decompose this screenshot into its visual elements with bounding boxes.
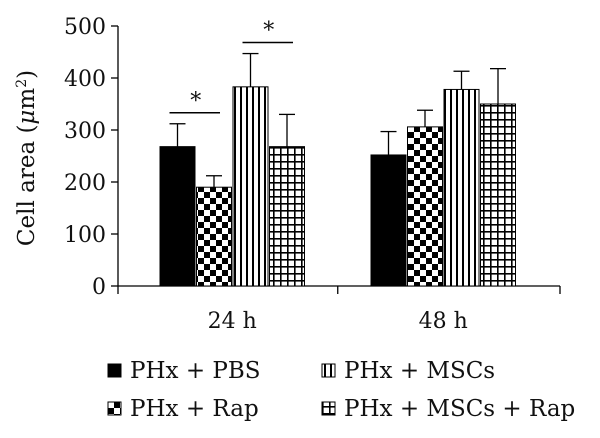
y-tick-label: 500 — [64, 15, 106, 40]
bar-phx-mscs-48h — [443, 88, 480, 287]
x-tick-label: 48 h — [419, 309, 468, 334]
bars — [159, 86, 516, 287]
significance-asterisk: * — [263, 19, 274, 44]
axes: 0 100 200 300 400 500 24 h 48 h — [64, 15, 561, 334]
legend-swatch — [321, 363, 336, 378]
bar-phx-pbs-24h — [159, 146, 196, 287]
y-tick-label: 100 — [64, 223, 106, 248]
error-bars — [169, 52, 506, 188]
bar-phx-pbs-48h — [370, 154, 407, 287]
legend-swatch — [321, 401, 336, 416]
significance-asterisk: * — [190, 89, 201, 114]
y-axis-title: Cell area (μm2) — [14, 70, 40, 246]
legend-label: PHx + PBS — [130, 358, 261, 384]
y-tick-label: 200 — [64, 171, 106, 196]
bar-phx-mscs-rap-24h — [269, 146, 305, 287]
y-axis-title-prefix: Cell area ( — [14, 125, 40, 247]
y-tick-label: 0 — [92, 275, 106, 300]
legend-swatch — [107, 363, 122, 378]
y-axis-title-mu: μ — [14, 110, 40, 125]
y-tick-label: 400 — [64, 67, 106, 92]
bar-phx-mscs-24h — [232, 86, 269, 287]
legend-label: PHx + Rap — [130, 396, 259, 422]
legend-label: PHx + MSCs — [344, 358, 495, 384]
legend: PHx + PBS PHx + Rap PHx + MSCs PHx + MSCs +… — [107, 358, 575, 422]
bar-phx-rap-48h — [407, 126, 443, 287]
legend-swatch — [107, 401, 122, 416]
legend-label: PHx + MSCs + Rap — [344, 396, 575, 422]
y-axis-title-sup: 2 — [14, 79, 30, 88]
y-axis-title-unit: m — [14, 88, 40, 110]
bar-phx-mscs-rap-48h — [480, 103, 516, 287]
y-axis-title-suffix: ) — [14, 70, 40, 79]
x-tick-label: 24 h — [208, 309, 257, 334]
y-tick-label: 300 — [64, 119, 106, 144]
significance-markers: ** — [169, 19, 293, 114]
bar-phx-rap-24h — [196, 186, 232, 287]
